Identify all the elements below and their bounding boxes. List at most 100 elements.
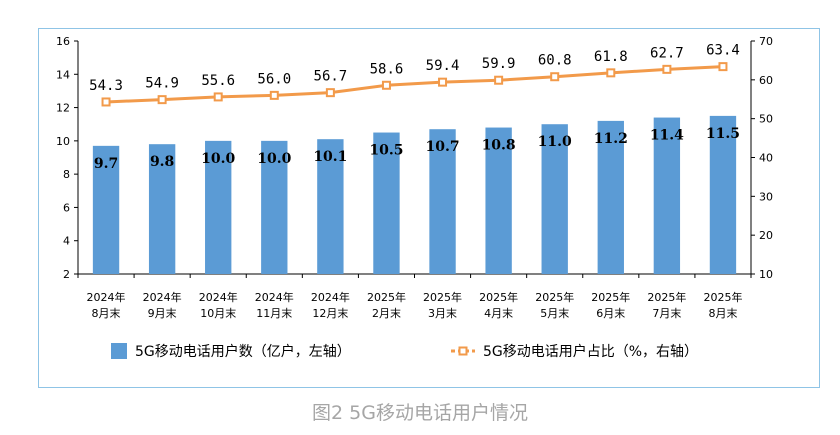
left-tick-label: 8 xyxy=(63,168,70,181)
bar xyxy=(373,132,400,274)
left-tick-label: 6 xyxy=(63,201,70,214)
line-value-label: 54.9 xyxy=(145,76,179,92)
right-tick-label: 10 xyxy=(759,268,773,281)
category-label-month: 4月末 xyxy=(484,306,513,320)
legend: 5G移动电话用户数（亿户，左轴） 5G移动电话用户占比（%，右轴） xyxy=(111,343,698,360)
category-label-year: 2025年 xyxy=(647,290,686,304)
bar xyxy=(429,129,456,274)
left-tick-label: 14 xyxy=(56,68,70,81)
line-marker xyxy=(494,75,504,85)
category-label-month: 9月末 xyxy=(148,306,177,320)
line-marker xyxy=(550,72,560,82)
line-value-label: 56.0 xyxy=(257,71,291,87)
bar xyxy=(317,139,344,274)
line-value-label: 55.6 xyxy=(201,73,235,89)
bars xyxy=(92,115,737,275)
legend-bar-swatch xyxy=(111,343,127,359)
bar-value-label: 10.1 xyxy=(313,149,347,165)
bar-value-label: 11.4 xyxy=(650,128,684,144)
category-label-month: 10月末 xyxy=(200,306,236,320)
legend-line-marker xyxy=(458,346,468,356)
line-marker xyxy=(438,77,448,87)
left-tick-label: 2 xyxy=(63,268,70,281)
bar xyxy=(597,120,624,274)
bar-value-label: 10.8 xyxy=(482,138,516,154)
line-marker xyxy=(325,88,335,98)
line-marker xyxy=(606,68,616,78)
category-label-month: 3月末 xyxy=(428,306,457,320)
category-label-month: 5月末 xyxy=(540,306,569,320)
bar xyxy=(709,115,737,275)
bar-value-label: 10.5 xyxy=(369,143,403,159)
line-value-label: 54.3 xyxy=(89,78,123,94)
left-tick-label: 10 xyxy=(56,135,70,148)
category-label-year: 2025年 xyxy=(703,290,742,304)
right-tick-label: 50 xyxy=(759,113,773,126)
bar-value-label: 10.0 xyxy=(201,151,235,167)
bar xyxy=(485,127,512,275)
line-value-label: 56.7 xyxy=(314,69,348,85)
line-path xyxy=(105,65,724,104)
bar xyxy=(653,117,681,274)
category-label-year: 2025年 xyxy=(591,290,630,304)
category-label-year: 2024年 xyxy=(87,290,126,304)
right-tick-label: 40 xyxy=(759,152,773,165)
line-marker xyxy=(718,62,728,72)
bar xyxy=(541,124,568,274)
line-marker xyxy=(381,80,391,90)
right-tick-label: 60 xyxy=(759,74,773,87)
category-label-month: 8月末 xyxy=(708,306,737,320)
legend-line-label: 5G移动电话用户占比（%，右轴） xyxy=(483,343,698,360)
category-label-month: 8月末 xyxy=(92,306,121,320)
right-tick-label: 30 xyxy=(759,190,773,203)
line-value-label: 61.8 xyxy=(594,49,628,65)
line-value-label: 58.6 xyxy=(370,61,404,77)
right-tick-label: 70 xyxy=(759,35,773,48)
line-value-label: 63.4 xyxy=(706,43,740,59)
figure-caption: 图2 5G移动电话用户情况 xyxy=(312,402,528,424)
line-marker xyxy=(101,97,111,107)
chart-svg: 2 4 6 8 10 12 14 16 10 20 30 40 50 60 70 2024年 8月末 2024年 9… xyxy=(56,35,773,360)
category-label-year: 2024年 xyxy=(143,290,182,304)
bar-value-label: 9.8 xyxy=(150,154,174,170)
category-label-month: 11月末 xyxy=(256,306,292,320)
category-label-year: 2024年 xyxy=(199,290,238,304)
category-label-year: 2024年 xyxy=(311,290,350,304)
line-marker xyxy=(269,90,279,100)
category-label-year: 2025年 xyxy=(479,290,518,304)
line-marker xyxy=(213,92,223,102)
bar xyxy=(205,140,232,274)
category-label-month: 12月末 xyxy=(312,306,348,320)
left-tick-label: 12 xyxy=(56,102,70,115)
line-marker xyxy=(662,64,672,74)
left-tick-label: 4 xyxy=(63,235,70,248)
bar xyxy=(261,140,288,274)
data-labels: 9.7 9.8 10.0 10.0 10.1 10.5 10.7 10.8 11.0 11.2 11… xyxy=(89,43,740,172)
line-value-label: 59.4 xyxy=(426,58,460,74)
line-series xyxy=(101,62,728,107)
category-label-year: 2025年 xyxy=(423,290,462,304)
right-tick-label: 20 xyxy=(759,229,773,242)
line-value-label: 62.7 xyxy=(650,45,684,61)
category-label-year: 2025年 xyxy=(535,290,574,304)
bar-value-label: 9.7 xyxy=(94,156,118,172)
bar-value-label: 11.0 xyxy=(538,134,572,150)
line-value-label: 59.9 xyxy=(482,56,516,72)
legend-bar-label: 5G移动电话用户数（亿户，左轴） xyxy=(135,343,351,360)
left-tick-label: 16 xyxy=(56,35,70,48)
category-label-month: 6月末 xyxy=(596,306,625,320)
line-marker xyxy=(157,95,167,105)
category-label-month: 7月末 xyxy=(652,306,681,320)
axes: 2 4 6 8 10 12 14 16 10 20 30 40 50 60 70 2024年 8月末 2024年 9… xyxy=(56,35,773,320)
category-label-year: 2025年 xyxy=(367,290,406,304)
bar-value-label: 10.7 xyxy=(425,139,459,155)
bar-value-label: 10.0 xyxy=(257,151,291,167)
bar xyxy=(92,145,120,274)
chart-frame: 2 4 6 8 10 12 14 16 10 20 30 40 50 60 70 2024年 8月末 2024年 9… xyxy=(38,28,820,388)
bar-value-label: 11.2 xyxy=(594,131,628,147)
line-value-label: 60.8 xyxy=(538,53,572,69)
category-label-month: 2月末 xyxy=(372,306,401,320)
bar xyxy=(148,144,176,274)
category-label-year: 2024年 xyxy=(255,290,294,304)
bar-value-label: 11.5 xyxy=(706,126,740,142)
